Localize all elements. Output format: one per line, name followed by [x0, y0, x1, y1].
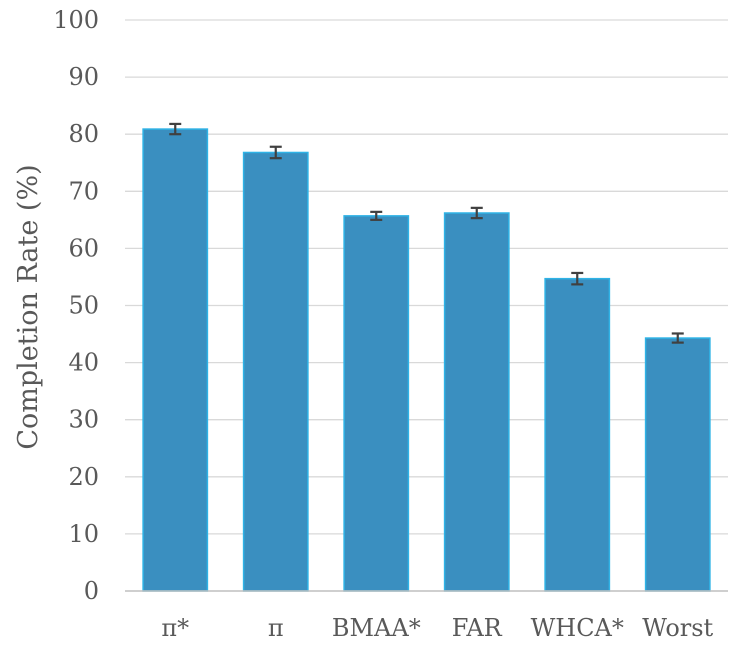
y-tick-label: 100	[53, 6, 99, 34]
x-tick-label: WHCA*	[531, 614, 624, 642]
bars	[142, 128, 711, 592]
bar	[443, 212, 510, 592]
x-tick-label: Worst	[642, 614, 713, 642]
gridlines	[125, 19, 728, 535]
y-axis-label: Completion Rate (%)	[13, 164, 44, 449]
x-tick-label: FAR	[452, 614, 503, 642]
y-tick-label: 20	[68, 463, 99, 491]
error-bars	[169, 122, 684, 344]
error-bar	[269, 145, 282, 160]
y-tick-label: 30	[68, 406, 99, 434]
error-bar	[169, 122, 182, 136]
y-tick-label: 90	[68, 63, 99, 91]
y-tick-label: 0	[84, 577, 99, 605]
y-tick-labels: 0 10 20 30 40 50 60 70 80 90 100	[53, 6, 99, 605]
y-tick-label: 10	[68, 520, 99, 548]
y-tick-label: 50	[68, 292, 99, 320]
x-tick-label: π	[268, 614, 284, 642]
bar	[644, 337, 711, 592]
bar	[544, 277, 611, 592]
y-tick-label: 70	[68, 177, 99, 205]
bar	[142, 128, 209, 592]
x-tick-label: π*	[161, 614, 189, 642]
error-bar	[671, 332, 684, 344]
error-bar	[571, 271, 584, 286]
bar	[343, 215, 410, 592]
bar	[242, 151, 309, 592]
y-tick-label: 60	[68, 234, 99, 262]
y-tick-label: 40	[68, 349, 99, 377]
x-tick-label: BMAA*	[332, 614, 421, 642]
error-bar	[370, 210, 383, 221]
y-tick-label: 80	[68, 120, 99, 148]
error-bar	[470, 206, 483, 220]
x-tick-labels: π* π BMAA* FAR WHCA* Worst	[161, 614, 713, 642]
